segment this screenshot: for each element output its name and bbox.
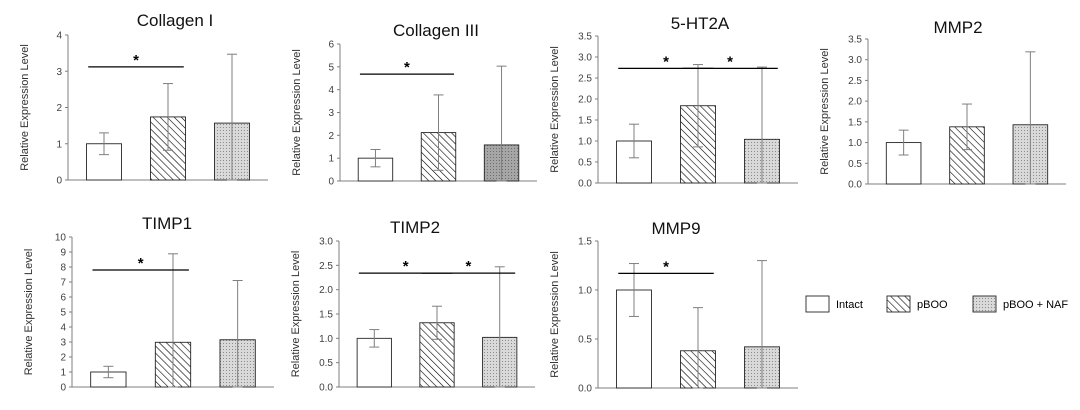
y-tick-label: 2.5 [319, 261, 333, 272]
charts-layer: Collagen I Relative Expression Level 0 1 2 3 4… [19, 11, 1066, 395]
y-tick-label: 1.0 [578, 286, 592, 297]
chart-timp1: TIMP1 Relative Expression Level 0 1 2 3 4 5 6 7 8 9… [23, 214, 274, 394]
legend-item-intact: Intact [805, 295, 863, 313]
y-tick-label: 0.0 [578, 179, 592, 190]
y-axis-label: Relative Expression Level [23, 249, 35, 376]
y-tick-label: 2.0 [319, 285, 333, 296]
y-tick-label: 3.5 [848, 35, 862, 46]
y-tick-label: 2 [328, 131, 334, 142]
y-tick-label: 0.5 [848, 159, 862, 170]
chart-title: TIMP1 [142, 214, 192, 233]
chart-title: Collagen III [393, 21, 479, 40]
y-tick-label: 10 [55, 233, 67, 244]
y-tick-label: 2.0 [578, 95, 592, 106]
y-tick-label: 4 [60, 323, 66, 334]
y-tick-label: 2.5 [578, 74, 592, 85]
chart-title: TIMP2 [390, 218, 440, 237]
y-axis-label: Relative Expression Level [290, 251, 302, 378]
y-tick-label: 5 [328, 62, 334, 73]
chart-timp2: TIMP2 Relative Expression Level 0.0 0.5 1.0 1… [290, 218, 535, 394]
chart-title: MMP2 [933, 18, 982, 37]
chart-collagen-i: Collagen I Relative Expression Level 0 1 2 3 4… [19, 11, 268, 187]
y-tick-label: 5 [60, 308, 66, 319]
legend-swatch [972, 295, 997, 313]
y-tick-label: 1.5 [578, 116, 592, 127]
y-tick-label: 0.5 [578, 158, 592, 169]
legend-swatch [886, 295, 911, 313]
y-tick-label: 0.5 [319, 358, 333, 369]
legend-label: pBOO + NAF [1003, 299, 1068, 311]
y-tick-label: 3.5 [578, 32, 592, 43]
y-tick-label: 2.0 [848, 97, 862, 108]
y-tick-label: 3.0 [578, 53, 592, 64]
y-tick-label: 6 [328, 40, 334, 51]
y-tick-label: 1.5 [319, 310, 333, 321]
y-tick-label: 3.0 [319, 237, 333, 248]
y-tick-label: 0 [328, 177, 334, 188]
y-tick-label: 2.5 [848, 76, 862, 87]
y-axis-label: Relative Expression Level [549, 46, 561, 173]
y-tick-label: 8 [60, 263, 66, 274]
y-axis-label: Relative Expression Level [19, 44, 31, 171]
significance-star: * [138, 255, 144, 272]
y-tick-label: 3 [328, 108, 334, 119]
significance-star: * [727, 53, 733, 70]
y-tick-label: 1.0 [319, 334, 333, 345]
y-tick-label: 0 [60, 383, 66, 394]
y-tick-label: 4 [56, 31, 62, 42]
legend-label: pBOO [917, 299, 948, 311]
y-tick-label: 1 [56, 139, 62, 150]
y-tick-label: 0.5 [578, 335, 592, 346]
legend: Intact pBOO pBOO + NAF [805, 295, 1068, 313]
y-axis-label: Relative Expression Level [291, 49, 303, 176]
significance-star: * [133, 52, 139, 69]
y-tick-label: 1 [60, 368, 66, 379]
y-tick-label: 1.0 [848, 138, 862, 149]
y-axis-label: Relative Expression Level [819, 48, 831, 175]
significance-star: * [663, 53, 669, 70]
y-tick-label: 1.5 [578, 237, 592, 248]
y-tick-label: 6 [60, 293, 66, 304]
y-tick-label: 7 [60, 278, 66, 289]
y-tick-label: 3 [60, 338, 66, 349]
y-axis-label: Relative Expression Level [549, 251, 561, 378]
y-tick-label: 0.0 [319, 383, 333, 394]
y-tick-label: 0.0 [578, 384, 592, 395]
y-tick-label: 0.0 [848, 180, 862, 191]
chart-mmp2: MMP2 Relative Expression Level 0.0 0.5 1.0 1.… [819, 18, 1066, 191]
y-tick-label: 0 [56, 176, 62, 187]
legend-item-pboo-naf: pBOO + NAF [972, 295, 1068, 313]
chart-mmp9: MMP9 Relative Expression Level 0.0 0.5 1.0 1.… [549, 219, 798, 395]
chart-5-ht2a: 5-HT2A Relative Expression Level 0.0 0.5 1.0… [549, 14, 798, 190]
legend-label: Intact [836, 299, 863, 311]
y-tick-label: 1.5 [848, 117, 862, 128]
significance-star: * [663, 258, 669, 275]
chart-title: Collagen I [137, 11, 214, 30]
y-tick-label: 2 [56, 103, 62, 114]
y-tick-label: 1.0 [578, 137, 592, 148]
significance-star: * [465, 258, 471, 275]
legend-item-pboo: pBOO [886, 295, 948, 313]
y-tick-label: 3.0 [848, 55, 862, 66]
y-tick-label: 2 [60, 353, 66, 364]
chart-title: MMP9 [651, 219, 700, 238]
y-tick-label: 4 [328, 85, 334, 96]
y-tick-label: 3 [56, 67, 62, 78]
chart-title: 5-HT2A [671, 14, 730, 33]
significance-star: * [403, 258, 409, 275]
chart-collagen-iii: Collagen III Relative Expression Level 0 1 2… [291, 21, 537, 188]
legend-swatch [805, 295, 830, 313]
y-tick-label: 1 [328, 154, 334, 165]
y-tick-label: 9 [60, 248, 66, 259]
significance-star: * [404, 59, 410, 76]
